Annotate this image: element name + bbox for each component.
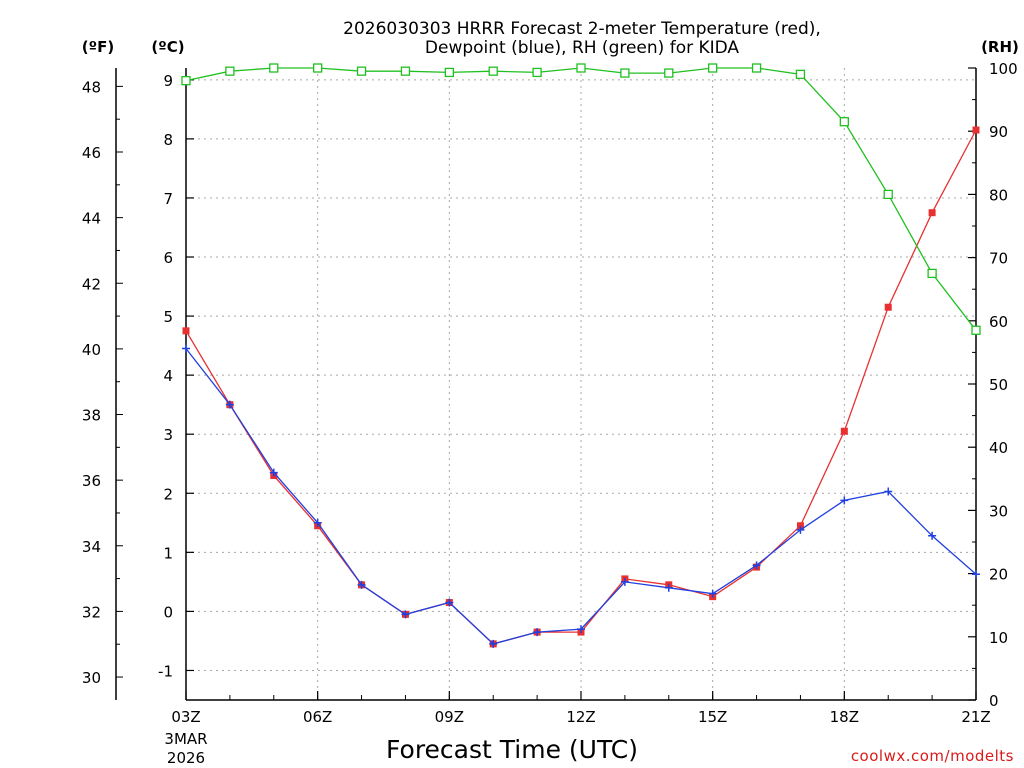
dewpoint-point <box>357 580 366 589</box>
dewpoint-point <box>182 344 190 353</box>
fahrenheit-tick-label: 40 <box>82 341 101 359</box>
temperature-point <box>928 209 936 217</box>
dewpoint-point <box>752 561 761 570</box>
dewpoint-point <box>840 496 849 505</box>
x-tick-label: 12Z <box>566 708 595 726</box>
rh-point <box>488 66 498 76</box>
rh-point <box>269 63 279 73</box>
rh-point <box>313 63 323 73</box>
dewpoint-point <box>445 598 454 607</box>
celsius-tick-label: 5 <box>163 308 173 326</box>
x-tick-label: 21Z <box>961 708 990 726</box>
rh-tick-label: 50 <box>989 376 1008 394</box>
celsius-tick-label: 3 <box>163 426 173 444</box>
rh-tick-label: 0 <box>989 692 999 710</box>
rh-tick-label: 30 <box>989 502 1008 520</box>
dewpoint-point <box>972 570 980 579</box>
dewpoint-point <box>533 628 542 637</box>
rh-point <box>664 68 674 78</box>
celsius-tick-label: 7 <box>163 190 173 208</box>
x-tick-label: 18Z <box>830 708 859 726</box>
rh-point <box>971 325 981 335</box>
unit-celsius-label: (ºC) <box>151 38 184 56</box>
celsius-tick-label: -1 <box>158 662 173 680</box>
rh-tick-label: 70 <box>989 250 1008 268</box>
fahrenheit-tick-label: 32 <box>82 603 101 621</box>
dewpoint-point <box>313 518 322 527</box>
rh-point <box>444 67 454 78</box>
grid-layer <box>186 68 976 700</box>
rh-tick-label: 10 <box>989 629 1008 647</box>
fahrenheit-tick-label: 42 <box>82 275 101 293</box>
rh-tick-label: 80 <box>989 186 1008 204</box>
rh-point <box>400 66 411 76</box>
rh-point <box>927 268 937 279</box>
rh-tick-label: 40 <box>989 439 1008 457</box>
fahrenheit-tick-label: 48 <box>82 78 101 96</box>
x-tick-label: 06Z <box>303 708 332 726</box>
rh-tick-label: 90 <box>989 123 1008 141</box>
temperature-point <box>884 303 892 311</box>
series-layer <box>181 63 981 648</box>
temperature-point <box>796 522 804 530</box>
rh-point <box>225 66 235 76</box>
chart-title-line1: 2026030303 HRRR Forecast 2-meter Tempera… <box>343 19 821 39</box>
celsius-tick-label: 8 <box>163 131 173 149</box>
dewpoint-point <box>708 589 717 598</box>
rh-point <box>532 67 542 78</box>
dewpoint-point <box>796 525 805 534</box>
fahrenheit-tick-label: 44 <box>82 210 101 228</box>
chart-title-line2: Dewpoint (blue), RH (green) for KIDA <box>425 38 740 58</box>
fahrenheit-tick-label: 30 <box>82 669 101 687</box>
rh-point <box>181 75 191 86</box>
rh-point <box>576 63 586 73</box>
dewpoint-point <box>577 625 585 634</box>
temperature-point <box>972 126 980 134</box>
fahrenheit-tick-label: 38 <box>82 407 101 425</box>
celsius-tick-label: 6 <box>163 249 173 267</box>
credit-text: coolwx.com/modelts <box>851 747 1014 765</box>
temperature-point <box>182 327 190 335</box>
x-tick-label: 15Z <box>698 708 727 726</box>
rh-tick-label: 60 <box>989 313 1008 331</box>
axes-layer: 03Z 06Z 09Z 12Z 15Z 18Z 21Z-101234567893032343… <box>82 60 1018 726</box>
rh-point <box>708 63 718 73</box>
celsius-tick-label: 9 <box>163 72 173 90</box>
x-tick-label: 03Z <box>171 708 200 726</box>
rh-point <box>883 189 893 200</box>
temperature-point <box>840 427 848 435</box>
rh-point <box>620 68 630 78</box>
dewpoint-point <box>884 487 893 496</box>
date-label-day: 3MAR <box>164 730 207 748</box>
rh-tick-label: 100 <box>989 60 1018 78</box>
fahrenheit-tick-label: 36 <box>82 472 101 490</box>
unit-rh-label: (RH) <box>981 38 1019 56</box>
dewpoint-point <box>928 531 937 540</box>
rh-point <box>795 69 806 79</box>
x-axis-title: Forecast Time (UTC) <box>386 735 638 764</box>
celsius-tick-label: 0 <box>163 603 173 621</box>
celsius-tick-label: 2 <box>163 485 173 503</box>
rh-point <box>839 117 849 127</box>
dewpoint-point <box>664 583 673 592</box>
rh-tick-label: 20 <box>989 566 1008 584</box>
dewpoint-point <box>225 400 234 409</box>
unit-fahrenheit-label: (ºF) <box>82 38 114 56</box>
x-tick-label: 09Z <box>435 708 464 726</box>
date-label-year: 2026 <box>167 749 205 767</box>
celsius-tick-label: 1 <box>163 544 173 562</box>
dewpoint-point <box>489 639 498 648</box>
dewpoint-point <box>269 468 278 477</box>
rh-point <box>356 66 367 76</box>
dewpoint-point <box>401 610 410 619</box>
fahrenheit-tick-label: 46 <box>82 144 101 162</box>
celsius-tick-label: 4 <box>163 367 173 385</box>
dewpoint-point <box>620 577 629 586</box>
fahrenheit-tick-label: 34 <box>82 538 101 556</box>
rh-point <box>751 63 762 73</box>
